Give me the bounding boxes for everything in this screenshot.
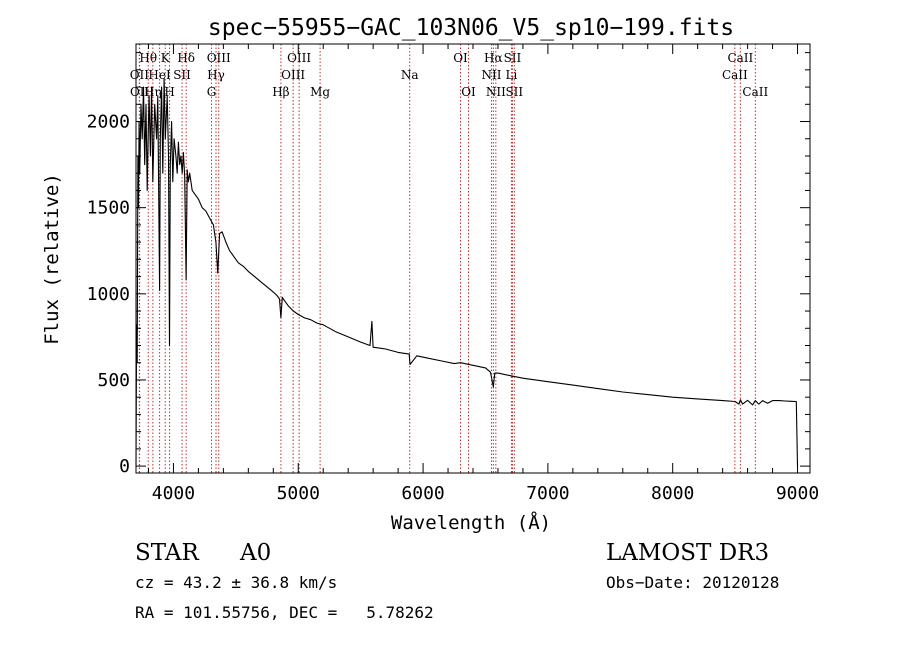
line-label-9: OIII <box>207 51 231 65</box>
line-label-15: Mg <box>310 85 330 99</box>
y-axis-label: Flux (relative) <box>41 173 63 345</box>
coordinates: RA = 101.55756, DEC = 5.78262 <box>135 603 434 622</box>
line-label-12: Hβ <box>272 85 289 99</box>
y-tick-label-1000: 1000 <box>87 284 130 305</box>
chart-title: spec−55955−GAC_103N06_V5_sp10−199.fits <box>208 15 734 41</box>
line-label-8: Hδ <box>177 51 195 65</box>
line-label-16: Na <box>401 68 419 82</box>
spectral-line-markers <box>138 44 756 473</box>
line-label-14: OIII <box>281 68 305 82</box>
line-label-5: K <box>161 51 171 65</box>
y-tick-label-0: 0 <box>119 456 130 477</box>
spectrum-line <box>135 77 799 467</box>
line-label-23: Li <box>506 68 518 82</box>
y-tick-label-500: 500 <box>97 370 130 391</box>
x-tick-label-7000: 7000 <box>526 483 569 504</box>
y-axis: 0 500 1000 1500 2000 <box>87 52 810 477</box>
line-label-19: Hα <box>484 51 503 65</box>
line-label-24: SII <box>505 85 523 99</box>
x-axis-label: Wavelength (Å) <box>391 511 551 534</box>
x-tick-label-9000: 9000 <box>776 483 819 504</box>
object-subclass: A0 <box>240 540 272 566</box>
line-label-18: OI <box>461 85 476 99</box>
line-label-26: CaII <box>722 68 748 82</box>
line-label-25: CaII <box>727 51 753 65</box>
x-tick-label-4000: 4000 <box>152 483 195 504</box>
line-label-2: OII <box>130 85 150 99</box>
plot-frame <box>135 43 811 474</box>
survey-name: LAMOST DR3 <box>606 540 770 566</box>
line-label-0: Hθ <box>139 51 157 65</box>
line-label-17: OI <box>453 51 468 65</box>
x-tick-label-5000: 5000 <box>277 483 320 504</box>
x-axis: 4000 5000 6000 7000 8000 9000 <box>147 44 819 504</box>
line-label-1: OII <box>130 68 150 82</box>
line-label-3: HeI <box>148 68 171 82</box>
object-class: STAR <box>135 540 199 566</box>
line-label-21: NII <box>486 85 506 99</box>
line-label-20: NII <box>481 68 501 82</box>
x-tick-label-8000: 8000 <box>651 483 694 504</box>
line-label-13: OIII <box>287 51 311 65</box>
line-label-6: SII <box>173 68 191 82</box>
line-label-7: H <box>164 85 174 99</box>
observation-date: Obs−Date: 20120128 <box>606 573 780 592</box>
line-label-4: Hη <box>144 85 162 99</box>
y-tick-label-1500: 1500 <box>87 198 130 219</box>
y-tick-label-2000: 2000 <box>87 112 130 133</box>
line-label-22: SII <box>504 51 522 65</box>
line-label-27: CaII <box>742 85 768 99</box>
x-tick-label-6000: 6000 <box>401 483 444 504</box>
line-label-11: G <box>207 85 217 99</box>
line-label-10: Hγ <box>207 68 225 82</box>
redshift-velocity: cz = 43.2 ± 36.8 km/s <box>135 573 338 592</box>
